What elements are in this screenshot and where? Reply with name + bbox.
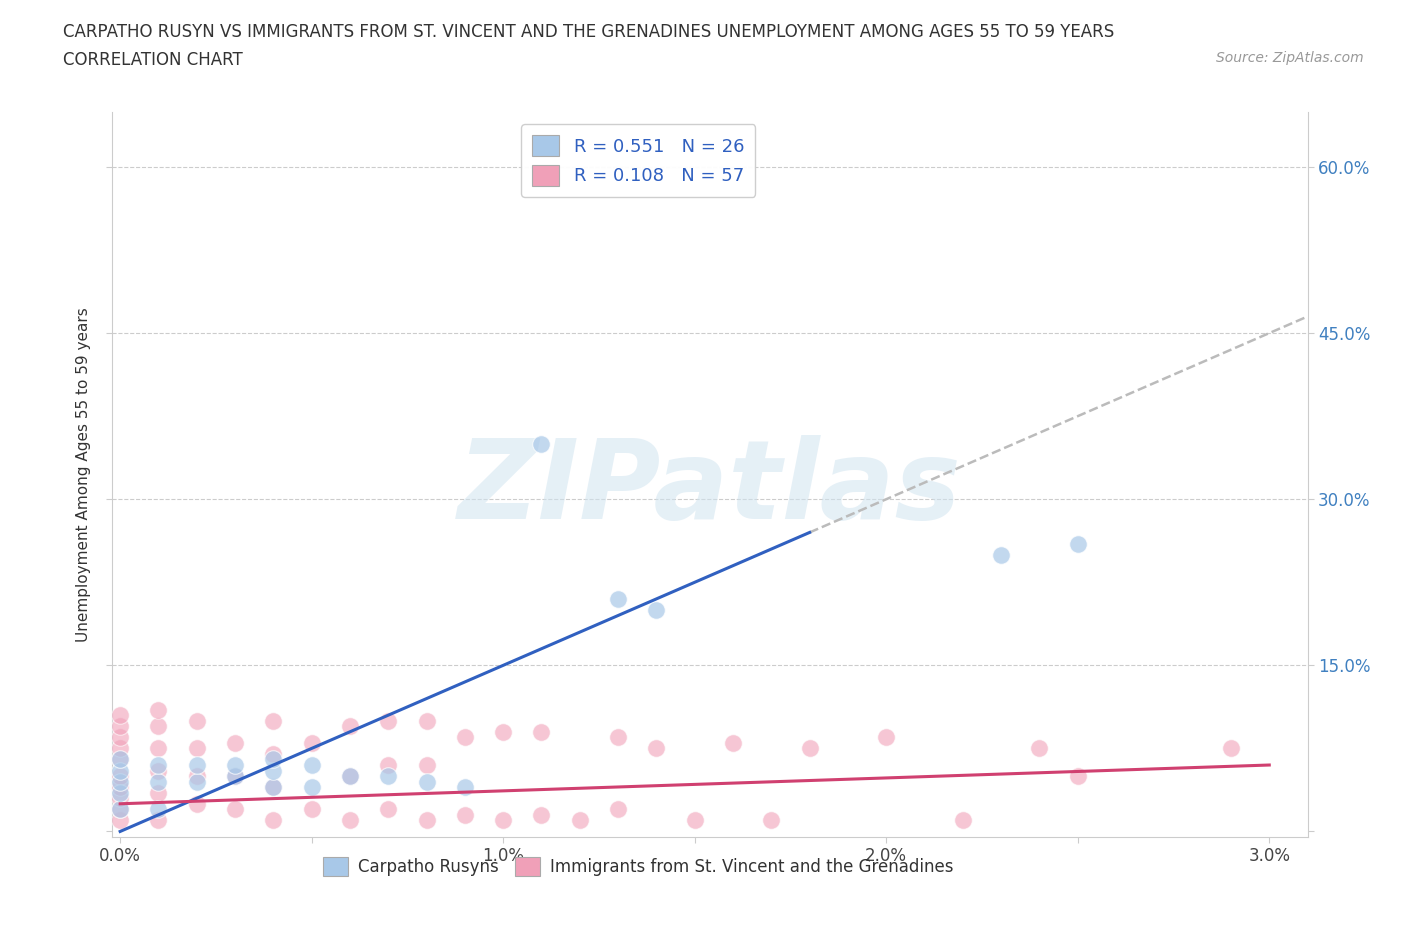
Point (1220, 741, 1243, 756)
Point (186, 741, 208, 756)
Point (148, 774, 170, 789)
Y-axis label: Unemployment Among Ages 55 to 59 years: Unemployment Among Ages 55 to 59 years (76, 307, 91, 642)
Point (186, 774, 208, 789)
Legend: Carpatho Rusyns, Immigrants from St. Vincent and the Grenadines: Carpatho Rusyns, Immigrants from St. Vin… (316, 851, 960, 884)
Point (148, 764, 170, 778)
Point (108, 752, 131, 767)
Point (108, 708, 131, 723)
Point (454, 730, 477, 745)
Point (952, 813, 974, 828)
Point (108, 719, 131, 734)
Point (492, 724, 515, 739)
Point (108, 730, 131, 745)
Text: CARPATHO RUSYN VS IMMIGRANTS FROM ST. VINCENT AND THE GRENADINES UNEMPLOYMENT AM: CARPATHO RUSYN VS IMMIGRANTS FROM ST. VI… (63, 23, 1115, 41)
Point (108, 752, 131, 767)
Point (186, 758, 208, 773)
Point (607, 802, 630, 817)
Point (492, 813, 515, 828)
Point (108, 813, 131, 828)
Point (454, 807, 477, 822)
Point (1028, 741, 1050, 756)
Point (568, 813, 591, 828)
Point (377, 802, 399, 817)
Point (377, 769, 399, 784)
Point (224, 802, 246, 817)
Point (1067, 536, 1090, 551)
Point (108, 785, 131, 800)
Point (530, 436, 553, 451)
Point (148, 802, 170, 817)
Point (262, 747, 284, 762)
Point (761, 813, 783, 828)
Point (530, 724, 553, 739)
Point (530, 807, 553, 822)
Point (454, 779, 477, 794)
Point (415, 774, 437, 789)
Point (108, 790, 131, 805)
Point (377, 713, 399, 728)
Point (645, 603, 668, 618)
Point (224, 758, 246, 773)
Point (301, 779, 323, 794)
Point (262, 813, 284, 828)
Point (148, 813, 170, 828)
Point (108, 802, 131, 817)
Point (262, 713, 284, 728)
Point (148, 719, 170, 734)
Point (607, 730, 630, 745)
Point (339, 769, 361, 784)
Point (262, 779, 284, 794)
Point (148, 741, 170, 756)
Point (186, 796, 208, 811)
Point (108, 774, 131, 789)
Point (108, 769, 131, 784)
Point (148, 702, 170, 717)
Point (148, 785, 170, 800)
Point (108, 779, 131, 794)
Point (415, 758, 437, 773)
Point (262, 764, 284, 778)
Point (721, 736, 744, 751)
Point (875, 730, 897, 745)
Point (186, 713, 208, 728)
Point (990, 547, 1012, 562)
Text: Source: ZipAtlas.com: Source: ZipAtlas.com (1216, 51, 1364, 65)
Point (339, 813, 361, 828)
Point (415, 813, 437, 828)
Point (799, 741, 821, 756)
Point (148, 758, 170, 773)
Point (301, 758, 323, 773)
Point (339, 719, 361, 734)
Point (301, 736, 323, 751)
Point (108, 741, 131, 756)
Text: ZIPatlas: ZIPatlas (458, 435, 962, 542)
Point (339, 769, 361, 784)
Point (683, 813, 706, 828)
Point (262, 779, 284, 794)
Point (1067, 769, 1090, 784)
Point (224, 769, 246, 784)
Point (108, 802, 131, 817)
Point (607, 591, 630, 606)
Text: CORRELATION CHART: CORRELATION CHART (63, 51, 243, 69)
Point (108, 764, 131, 778)
Point (186, 769, 208, 784)
Point (301, 802, 323, 817)
Point (224, 769, 246, 784)
Point (262, 752, 284, 767)
Point (377, 758, 399, 773)
Point (224, 736, 246, 751)
Point (415, 713, 437, 728)
Point (645, 741, 668, 756)
